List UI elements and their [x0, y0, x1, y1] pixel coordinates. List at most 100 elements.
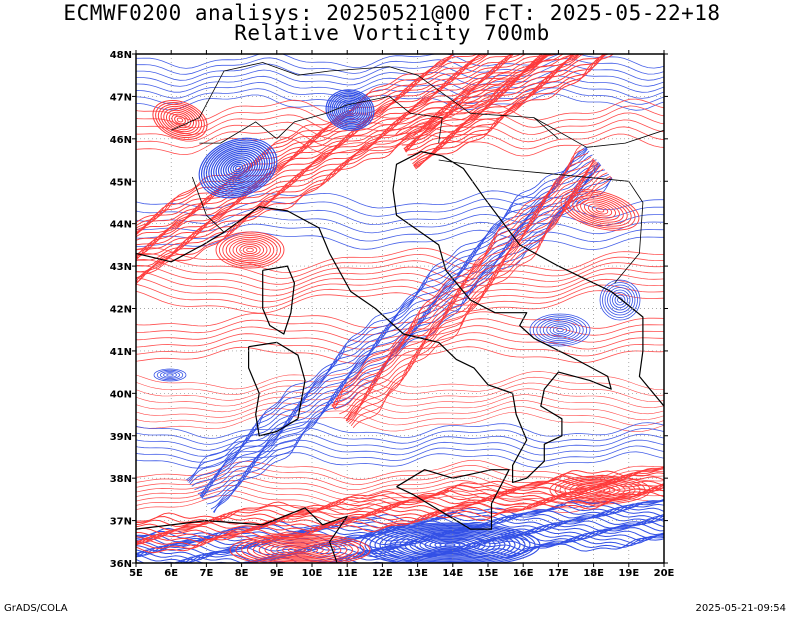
- vorticity-contour: [136, 54, 557, 266]
- vorticity-contour: [153, 368, 187, 382]
- vorticity-contour: [405, 54, 628, 153]
- vorticity-contour: [136, 54, 572, 296]
- vorticity-contour: [136, 81, 664, 99]
- vorticity-contour: [591, 205, 609, 215]
- vorticity-contour: [229, 238, 271, 262]
- vorticity-contour: [225, 158, 251, 178]
- lon-label: 7E: [200, 568, 214, 579]
- vorticity-contour: [424, 538, 476, 552]
- vorticity-contour: [159, 371, 181, 379]
- vorticity-contour: [414, 54, 641, 169]
- vorticity-contour: [136, 57, 664, 75]
- vorticity-cell: [229, 533, 371, 563]
- vorticity-contour: [136, 533, 664, 563]
- vorticity-contour: [136, 98, 664, 122]
- lat-label: 41N: [110, 347, 132, 358]
- vorticity-contour: [201, 139, 275, 197]
- lon-label: 6E: [164, 568, 178, 579]
- vorticity-contour: [232, 163, 244, 173]
- vorticity-contour: [163, 372, 177, 378]
- vorticity-contour: [404, 54, 629, 152]
- vorticity-contour: [345, 106, 355, 114]
- lon-label: 15E: [478, 568, 499, 579]
- vorticity-contour: [136, 277, 664, 303]
- lon-label: 18E: [583, 568, 604, 579]
- vorticity-contour: [206, 169, 606, 505]
- vorticity-contour: [136, 394, 664, 415]
- vorticity-contour: [136, 427, 664, 445]
- lat-label: 36N: [110, 559, 132, 570]
- vorticity-contour: [409, 534, 491, 556]
- vorticity-cell: [359, 522, 541, 563]
- vorticity-contour: [136, 376, 664, 396]
- vorticity-contour: [374, 526, 526, 563]
- coastline: [191, 176, 225, 233]
- vorticity-contour: [220, 154, 256, 182]
- vorticity-contour: [218, 233, 282, 267]
- vorticity-contour: [136, 451, 664, 469]
- vorticity-contour: [136, 54, 548, 251]
- vorticity-contour: [419, 537, 481, 553]
- vorticity-contour: [199, 161, 599, 497]
- vorticity-band: [136, 460, 664, 554]
- coastline: [223, 151, 612, 483]
- vorticity-contour: [258, 540, 342, 560]
- vorticity-cell: [215, 231, 285, 269]
- vorticity-contour: [346, 162, 598, 422]
- vorticity-contour: [282, 545, 318, 555]
- axis-ticks: [132, 50, 668, 567]
- vorticity-contour: [396, 54, 625, 137]
- vorticity-contour: [155, 102, 205, 138]
- vorticity-contour: [136, 221, 664, 243]
- lat-label: 46N: [110, 135, 132, 146]
- vorticity-cell: [198, 137, 278, 199]
- lat-label: 47N: [110, 92, 132, 103]
- vorticity-contours: [136, 54, 664, 563]
- vorticity-contour: [614, 294, 626, 306]
- vorticity-contour: [389, 529, 511, 561]
- vorticity-contour: [264, 541, 336, 559]
- lon-label: 8E: [235, 568, 249, 579]
- lat-label: 38N: [110, 474, 132, 485]
- vorticity-contour: [188, 148, 588, 483]
- vorticity-contour: [564, 479, 636, 501]
- coastline: [136, 507, 348, 563]
- lat-label: 40N: [110, 389, 132, 400]
- vorticity-cell: [153, 368, 187, 382]
- lon-label: 19E: [618, 568, 639, 579]
- vorticity-contour: [136, 271, 664, 297]
- vorticity-cell: [599, 279, 641, 321]
- vorticity-contour: [136, 54, 557, 267]
- lon-label: 9E: [270, 568, 284, 579]
- vorticity-cell: [560, 189, 640, 231]
- vorticity-contour: [404, 533, 496, 557]
- vorticity-contour: [609, 289, 631, 311]
- vorticity-contour: [599, 279, 641, 321]
- vorticity-contour: [136, 87, 664, 105]
- vorticity-contour: [369, 524, 531, 563]
- vorticity-contour: [136, 54, 548, 248]
- vorticity-contour: [595, 207, 605, 213]
- vorticity-contour: [235, 242, 265, 258]
- vorticity-contour: [395, 54, 625, 135]
- vorticity-contour: [168, 111, 192, 129]
- vorticity-contour: [136, 63, 664, 81]
- vorticity-contour: [205, 143, 271, 193]
- vorticity-contour: [602, 282, 638, 318]
- vorticity-contour: [215, 231, 285, 269]
- vorticity-contour: [157, 103, 203, 137]
- vorticity-contour: [136, 400, 664, 421]
- vorticity-contour: [213, 148, 263, 188]
- vorticity-contour: [252, 538, 348, 562]
- vorticity-contour: [546, 322, 574, 338]
- vorticity-contour: [136, 290, 664, 314]
- vorticity-contour: [152, 100, 208, 140]
- vorticity-contour: [352, 177, 613, 428]
- lat-label: 43N: [110, 262, 132, 273]
- vorticity-contour: [347, 107, 353, 113]
- vorticity-contour: [136, 54, 547, 247]
- vorticity-contour: [339, 101, 361, 119]
- vorticity-contour: [136, 468, 664, 531]
- vorticity-contour: [542, 320, 578, 340]
- coastline: [136, 231, 225, 263]
